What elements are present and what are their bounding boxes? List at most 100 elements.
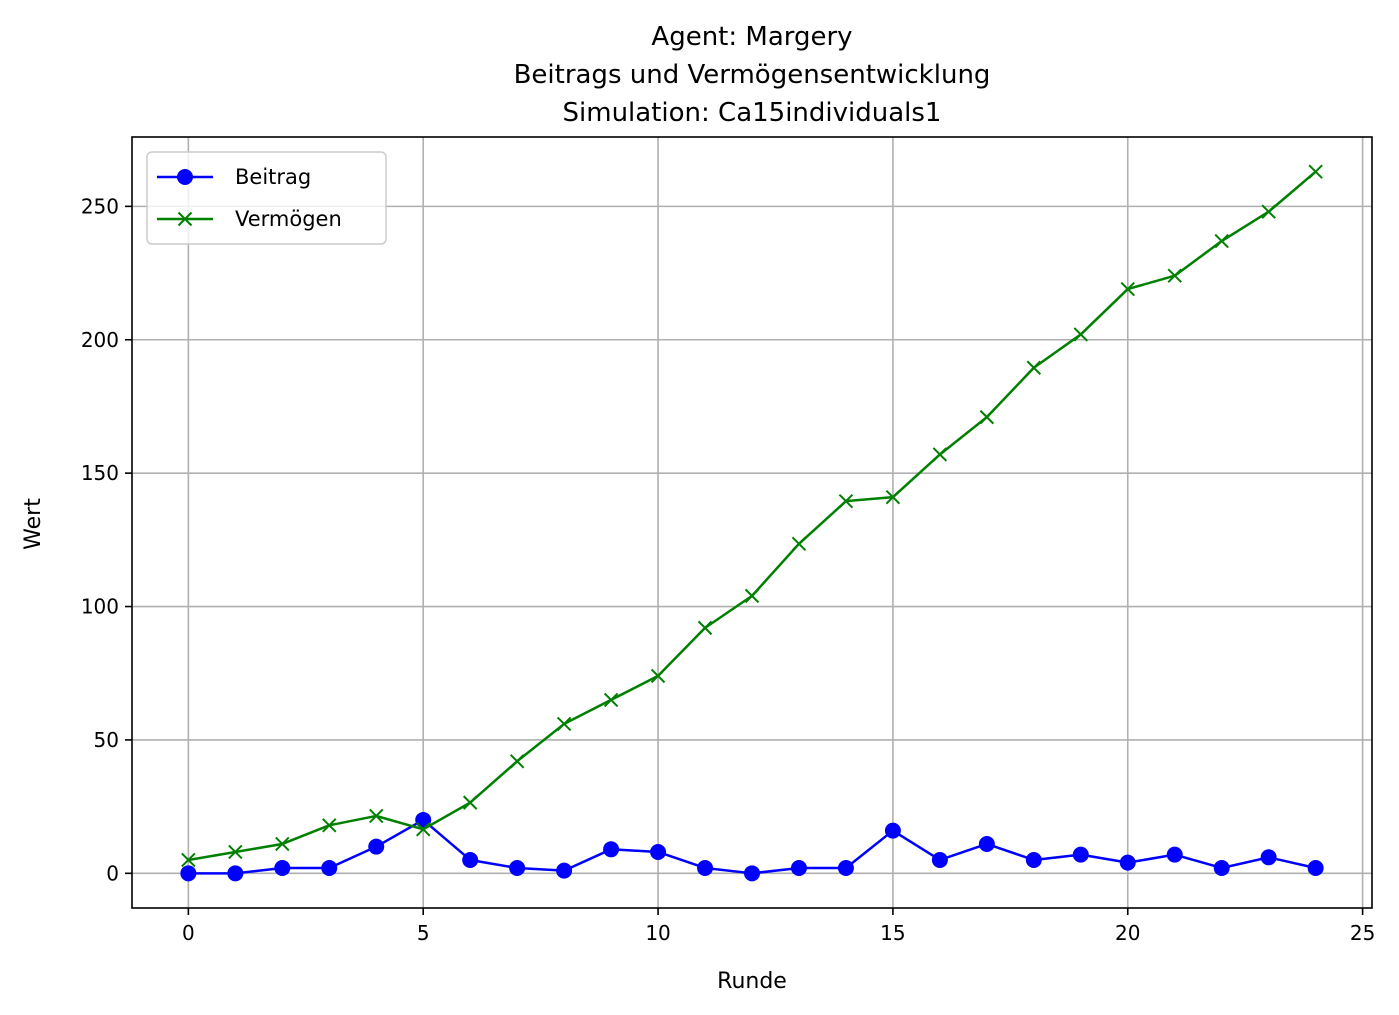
data-point-1-14-stroke-b [838, 493, 854, 509]
data-point-0-13 [790, 859, 807, 876]
x-tick-label: 15 [880, 921, 905, 945]
data-point-1-2 [275, 836, 290, 852]
data-point-1-10 [650, 668, 666, 684]
data-point-1-19-stroke-b [1073, 327, 1088, 342]
legend-label-beitrag: Beitrag [235, 165, 311, 189]
x-tick-label: 5 [417, 921, 430, 945]
data-point-1-7 [509, 754, 525, 769]
data-point-1-16-stroke-b [932, 447, 948, 462]
data-point-1-19 [1073, 327, 1088, 342]
data-point-1-23-stroke-b [1261, 204, 1276, 219]
data-point-1-8-stroke-b [556, 716, 572, 732]
data-point-1-2-stroke-b [275, 836, 290, 852]
data-point-1-14 [838, 493, 854, 509]
data-point-1-6 [462, 795, 478, 810]
data-point-0-23 [1260, 849, 1277, 866]
x-tick-label: 25 [1350, 921, 1375, 945]
data-point-0-24 [1307, 859, 1324, 876]
data-point-0-11 [697, 859, 714, 876]
data-point-1-24 [1308, 164, 1323, 179]
chart-title-line-2: Beitrags und Vermögensentwicklung [514, 60, 991, 90]
legend-label-vermoegen: Vermögen [235, 207, 342, 231]
grid [132, 137, 1372, 908]
y-tick-label: 250 [81, 194, 119, 218]
data-point-1-23 [1261, 204, 1276, 219]
data-point-0-15 [884, 822, 901, 839]
data-point-1-15-stroke-b [885, 489, 901, 505]
data-point-0-12 [744, 865, 760, 882]
data-point-0-14 [837, 859, 854, 876]
y-tick-label: 0 [106, 861, 119, 885]
legend-marker-beitrag [177, 169, 193, 185]
x-tick-label: 10 [645, 921, 670, 945]
data-point-0-2 [274, 859, 291, 876]
data-point-0-20 [1119, 854, 1136, 871]
data-point-1-18-stroke-b [1026, 360, 1042, 375]
y-tick-label: 200 [81, 328, 119, 352]
legend: Beitrag Vermögen [146, 151, 387, 245]
data-point-0-0 [180, 865, 197, 882]
y-tick-label: 150 [81, 461, 119, 485]
legend-x-marker [177, 211, 193, 227]
y-tick-label: 50 [94, 728, 119, 752]
data-point-0-9 [603, 841, 620, 858]
x-tick-label: 20 [1115, 921, 1140, 945]
data-point-1-16 [932, 447, 948, 462]
data-point-0-18 [1025, 851, 1042, 868]
data-point-1-4-stroke-b [369, 808, 384, 824]
y-tick-label: 100 [81, 595, 119, 619]
legend-box [146, 151, 387, 245]
data-point-1-10-stroke-b [650, 668, 666, 684]
chart-title-line-3: Simulation: Ca15individuals1 [563, 98, 942, 128]
data-point-1-13-stroke-b [791, 536, 807, 552]
data-point-1-4 [369, 808, 384, 824]
data-point-1-8 [556, 716, 572, 732]
data-point-1-12-stroke-b [744, 588, 760, 604]
x-axis-label: Runde [717, 969, 787, 994]
y-axis-label: Wert [21, 498, 46, 550]
data-point-1-9 [603, 692, 619, 708]
data-point-1-3 [322, 818, 337, 833]
data-point-1-13 [791, 536, 807, 552]
data-point-0-16 [931, 851, 948, 868]
plot-frame [131, 136, 1373, 909]
data-point-0-7 [509, 859, 526, 876]
data-point-0-17 [978, 835, 995, 852]
data-point-0-22 [1213, 859, 1230, 876]
data-point-1-5-stroke-b [416, 822, 431, 837]
data-point-1-15 [885, 489, 901, 505]
data-point-1-6-stroke-b [462, 795, 478, 810]
data-point-0-1 [227, 865, 244, 882]
data-point-0-10 [650, 843, 667, 860]
series-layer [180, 164, 1324, 882]
data-point-0-19 [1072, 846, 1089, 863]
data-point-1-0-stroke-b [181, 852, 196, 868]
data-point-1-9-stroke-b [603, 692, 619, 708]
x-tick-label: 0 [182, 921, 195, 945]
data-point-1-17-stroke-b [979, 409, 995, 425]
data-point-1-7-stroke-b [509, 754, 525, 769]
data-point-1-20-stroke-b [1120, 281, 1135, 297]
chart-title-line-1: Agent: Margery [651, 22, 852, 52]
data-point-1-18 [1026, 360, 1042, 375]
data-point-1-22-stroke-b [1214, 233, 1229, 249]
legend-x-marker-stroke-b [177, 211, 193, 227]
data-point-0-21 [1166, 846, 1183, 863]
data-point-1-22 [1214, 233, 1229, 249]
data-point-1-11-stroke-b [697, 620, 713, 636]
data-point-1-24-stroke-b [1308, 164, 1323, 179]
data-point-1-20 [1120, 281, 1135, 297]
data-point-1-21 [1167, 268, 1182, 283]
data-point-0-4 [368, 838, 385, 855]
legend-marker-vermoegen [177, 211, 193, 227]
data-point-1-5 [416, 822, 431, 837]
data-point-1-12 [744, 588, 760, 604]
data-point-1-1 [228, 844, 243, 860]
data-point-0-3 [321, 859, 338, 876]
data-point-1-11 [697, 620, 713, 636]
data-point-1-21-stroke-b [1167, 268, 1182, 283]
data-point-0-8 [556, 862, 573, 879]
data-point-1-17 [979, 409, 995, 425]
